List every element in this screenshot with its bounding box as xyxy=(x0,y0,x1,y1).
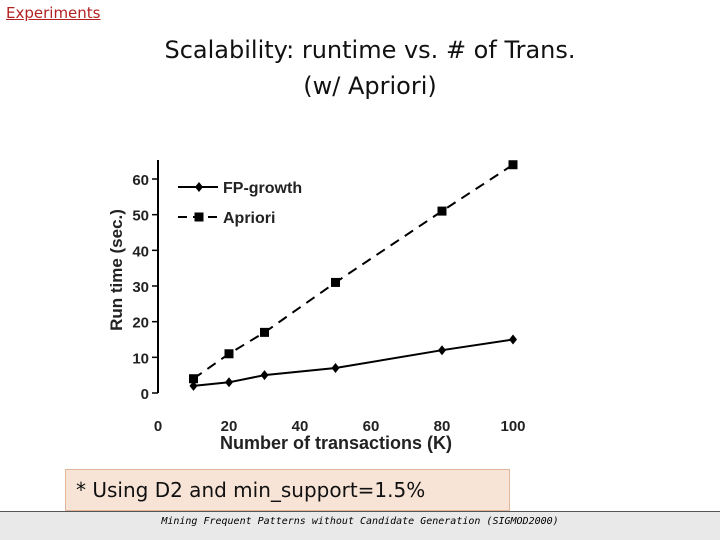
x-tick-label: 80 xyxy=(434,418,451,435)
slide-title-line-1: Scalability: runtime vs. # of Trans. xyxy=(164,36,576,64)
legend-label: Apriori xyxy=(223,210,275,227)
x-tick-label: 40 xyxy=(292,418,309,435)
data-point xyxy=(331,277,340,287)
data-point xyxy=(224,349,234,359)
x-tick-label: 20 xyxy=(221,418,238,435)
series-line xyxy=(192,163,514,380)
data-point xyxy=(509,334,517,345)
footer-bar xyxy=(0,511,720,540)
data-point xyxy=(508,160,518,170)
y-tick-label: 0 xyxy=(141,386,149,403)
data-point xyxy=(331,363,340,374)
x-tick-label: 0 xyxy=(154,418,162,435)
note-box: * Using D2 and min_support=1.5% xyxy=(65,469,510,511)
slide-title: Scalability: runtime vs. # of Trans. (w/… xyxy=(120,32,620,104)
data-point xyxy=(260,327,269,337)
slide-title-line-2: (w/ Apriori) xyxy=(303,72,437,100)
series-apriori xyxy=(189,160,518,384)
data-point xyxy=(260,370,269,381)
y-tick-label: 50 xyxy=(132,208,149,225)
y-tick-label: 40 xyxy=(132,243,149,260)
data-point xyxy=(225,377,233,388)
note-text: * Using D2 and min_support=1.5% xyxy=(76,478,426,502)
y-tick-label: 30 xyxy=(132,279,149,296)
section-link[interactable]: Experiments xyxy=(6,4,101,22)
x-tick-label: 100 xyxy=(500,418,525,435)
data-point xyxy=(437,206,447,216)
y-axis-title: Run time (sec.) xyxy=(107,209,126,331)
legend: FP-growth Apriori xyxy=(178,180,302,227)
y-tick-label: 60 xyxy=(132,172,149,189)
x-axis-title: Number of transactions (K) xyxy=(220,433,452,453)
legend-label: FP-growth xyxy=(223,180,302,197)
series-fp-growth xyxy=(189,334,517,391)
footer-citation: Mining Frequent Patterns without Candida… xyxy=(161,516,559,527)
x-tick-label: 60 xyxy=(363,418,380,435)
series-layer xyxy=(189,160,518,391)
legend-marker xyxy=(194,212,204,222)
x-axis-ticks: 0 20 40 60 80 100 xyxy=(154,418,526,435)
data-point xyxy=(189,374,198,384)
y-tick-label: 10 xyxy=(132,350,149,367)
data-point xyxy=(189,380,198,391)
data-point xyxy=(438,345,446,356)
series-line xyxy=(193,338,514,387)
legend-marker xyxy=(195,182,203,192)
y-axis-ticks: 0 10 20 30 40 50 60 xyxy=(132,172,158,403)
y-tick-label: 20 xyxy=(132,315,149,332)
